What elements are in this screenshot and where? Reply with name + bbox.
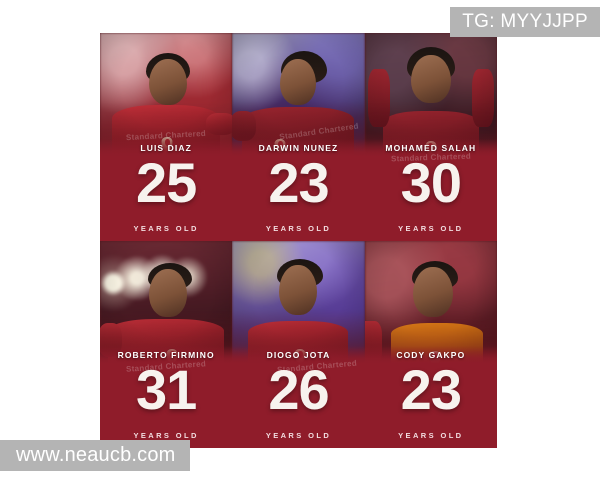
collage-cell-mohamed-salah: Standard Chartered MOHAMED SALAH 30 YEAR… — [364, 33, 497, 241]
info-panel: Standard Chartered DARWIN NUNEZ 23 YEARS… — [232, 121, 365, 241]
player-photo-darwin-nunez — [232, 33, 365, 157]
collage-cell-luis-diaz: Standard Chartered LUIS DIAZ 25 YEARS OL… — [100, 33, 233, 241]
player-name: MOHAMED SALAH — [385, 142, 477, 153]
player-age: 26 — [268, 358, 329, 421]
info-panel: Standard Chartered MOHAMED SALAH 30 YEAR… — [364, 138, 497, 241]
age-unit-label: YEARS OLD — [133, 431, 199, 440]
player-age-collage: Standard Chartered LUIS DIAZ 25 YEARS OL… — [100, 33, 497, 448]
player-age: 23 — [400, 358, 462, 421]
player-name: CODY GAKPO — [396, 350, 466, 360]
info-panel: Standard Chartered DIOGO JOTA 26 YEARS O… — [232, 346, 365, 448]
player-name: LUIS DIAZ — [140, 142, 192, 153]
age-unit-label: YEARS OLD — [265, 223, 332, 233]
photo-vignette — [364, 240, 497, 365]
photo-vignette — [100, 33, 233, 157]
info-panel: CODY GAKPO 23 YEARS OLD — [364, 346, 497, 448]
player-age: 25 — [136, 150, 197, 214]
photo-vignette — [232, 33, 365, 157]
collage-cell-darwin-nunez: Standard Chartered DARWIN NUNEZ 23 YEARS… — [232, 33, 365, 241]
player-photo-roberto-firmino — [100, 240, 233, 365]
age-unit-label: YEARS OLD — [398, 223, 464, 233]
age-unit-label: YEARS OLD — [133, 223, 199, 233]
age-unit-label: YEARS OLD — [398, 431, 464, 440]
photo-vignette — [364, 33, 497, 157]
player-photo-cody-gakpo — [364, 240, 497, 365]
player-age: 30 — [400, 150, 462, 214]
player-name: DIOGO JOTA — [266, 350, 331, 360]
player-name: DARWIN NUNEZ — [258, 142, 339, 153]
info-panel: Standard Chartered ROBERTO FIRMINO 31 YE… — [100, 346, 233, 448]
photo-vignette — [232, 240, 365, 365]
player-age: 23 — [268, 150, 329, 214]
collage-cell-cody-gakpo: CODY GAKPO 23 YEARS OLD — [364, 240, 497, 448]
player-age: 31 — [136, 358, 197, 421]
photo-vignette — [100, 240, 233, 365]
age-unit-label: YEARS OLD — [265, 431, 332, 440]
collage-cell-diogo-jota: Standard Chartered DIOGO JOTA 26 YEARS O… — [232, 240, 365, 448]
website-watermark: www.neaucb.com — [0, 440, 190, 471]
telegram-watermark: TG: MYYJJPP — [450, 7, 600, 37]
info-panel: Standard Chartered LUIS DIAZ 25 YEARS OL… — [100, 128, 233, 241]
collage-cell-roberto-firmino: Standard Chartered ROBERTO FIRMINO 31 YE… — [100, 240, 233, 448]
player-name: ROBERTO FIRMINO — [117, 350, 215, 360]
